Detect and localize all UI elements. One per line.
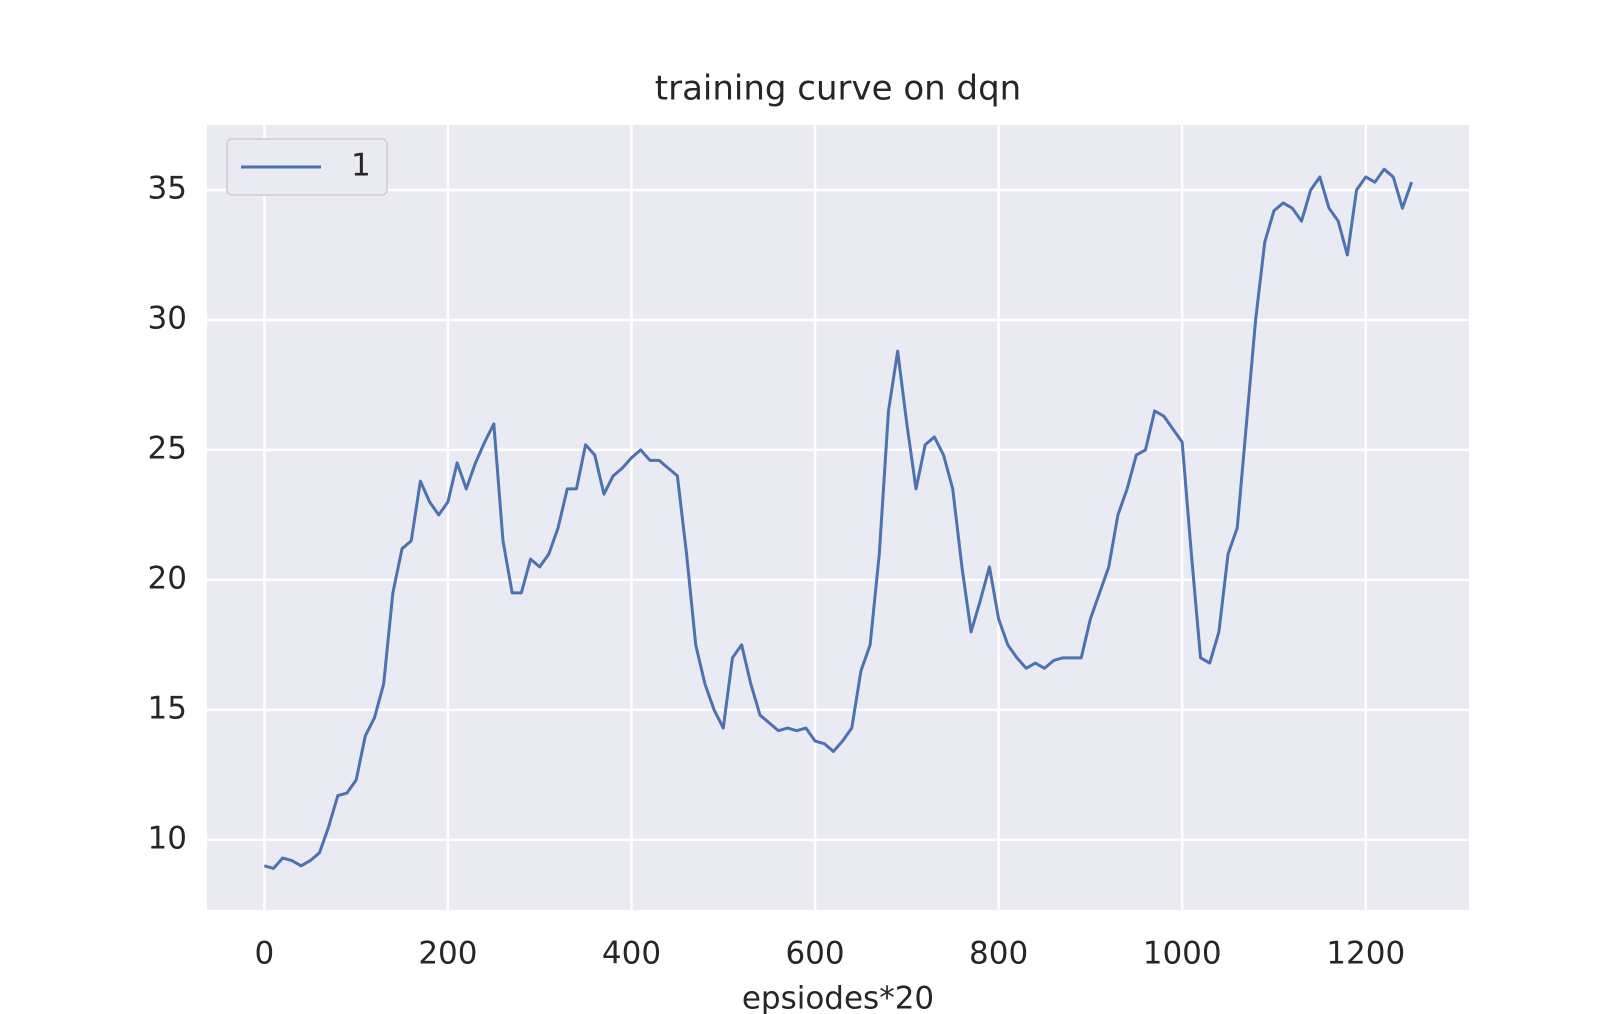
x-axis-label: epsiodes*20 — [742, 981, 934, 1014]
legend-label: 1 — [351, 148, 371, 184]
y-tick-label: 35 — [148, 170, 187, 206]
x-tick-label: 400 — [602, 936, 661, 972]
x-tick-label: 200 — [418, 936, 477, 972]
x-tick-label: 600 — [785, 936, 844, 972]
chart-title: training curve on dqn — [655, 69, 1021, 109]
y-tick-label: 25 — [148, 430, 187, 466]
y-tick-label: 10 — [148, 820, 187, 856]
x-tick-label: 1000 — [1143, 936, 1222, 972]
y-tick-label: 15 — [148, 690, 187, 726]
x-tick-label: 800 — [969, 936, 1028, 972]
x-tick-label: 0 — [254, 936, 274, 972]
plot-area — [207, 125, 1469, 910]
line-series — [263, 167, 1414, 870]
x-tick-label: 1200 — [1326, 936, 1405, 972]
y-tick-label: 20 — [148, 560, 187, 596]
y-tick-label: 30 — [148, 300, 187, 336]
